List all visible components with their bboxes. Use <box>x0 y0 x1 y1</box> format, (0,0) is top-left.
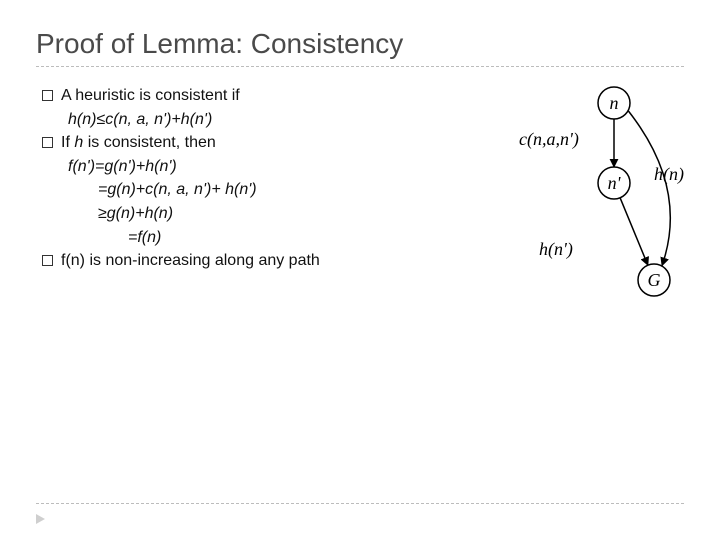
svg-text:c(n,a,n'): c(n,a,n') <box>519 129 579 150</box>
formula-line: =f(n) <box>42 227 466 249</box>
svg-text:h(n'): h(n') <box>539 239 573 260</box>
footer-rule <box>36 503 684 504</box>
bullet-list: A heuristic is consistent if h(n)≤c(n, a… <box>36 85 466 274</box>
svg-text:G: G <box>648 270 661 290</box>
diagram-container: c(n,a,n') h(n') h(n) n n' G <box>466 85 694 300</box>
bullet-icon <box>42 255 53 266</box>
formula-line: h(n)≤c(n, a, n')+h(n') <box>42 109 466 131</box>
bullet-text-italic: h <box>74 134 83 151</box>
svg-text:h(n): h(n) <box>654 164 684 185</box>
formula-line: ≥g(n)+h(n) <box>42 203 466 225</box>
formula-line: f(n')=g(n')+h(n') <box>42 156 466 178</box>
list-item: f(n) is non-increasing along any path <box>42 250 466 272</box>
bullet-text: is consistent, then <box>83 134 216 151</box>
formula-line: =g(n)+c(n, a, n')+ h(n') <box>42 179 466 201</box>
bullet-icon <box>42 137 53 148</box>
bullet-text: f(n) is non-increasing along any path <box>61 252 320 269</box>
bullet-text: If <box>61 134 74 151</box>
list-item: A heuristic is consistent if <box>42 85 466 107</box>
svg-text:n': n' <box>608 173 622 193</box>
list-item: If h is consistent, then <box>42 132 466 154</box>
bullet-icon <box>42 90 53 101</box>
content-row: A heuristic is consistent if h(n)≤c(n, a… <box>36 85 684 300</box>
bullet-text: A heuristic is consistent if <box>61 87 240 104</box>
consistency-diagram: c(n,a,n') h(n') h(n) n n' G <box>484 85 694 300</box>
footer-arrow-icon <box>36 514 45 524</box>
slide: Proof of Lemma: Consistency A heuristic … <box>0 0 720 540</box>
title-underline <box>36 66 684 67</box>
slide-title: Proof of Lemma: Consistency <box>36 28 684 60</box>
svg-text:n: n <box>610 93 619 113</box>
